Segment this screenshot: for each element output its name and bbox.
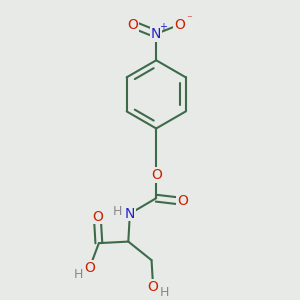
Text: H: H bbox=[74, 268, 83, 281]
Text: N: N bbox=[151, 27, 161, 41]
Text: ⁻: ⁻ bbox=[186, 14, 192, 24]
Text: O: O bbox=[174, 18, 185, 32]
Text: O: O bbox=[151, 168, 162, 182]
Text: +: + bbox=[159, 22, 167, 32]
Text: H: H bbox=[113, 205, 122, 218]
Text: O: O bbox=[128, 18, 138, 32]
Text: O: O bbox=[148, 280, 158, 293]
Text: O: O bbox=[84, 261, 95, 275]
Text: O: O bbox=[92, 210, 103, 224]
Text: O: O bbox=[177, 194, 188, 208]
Text: N: N bbox=[125, 207, 135, 221]
Text: H: H bbox=[160, 286, 170, 299]
